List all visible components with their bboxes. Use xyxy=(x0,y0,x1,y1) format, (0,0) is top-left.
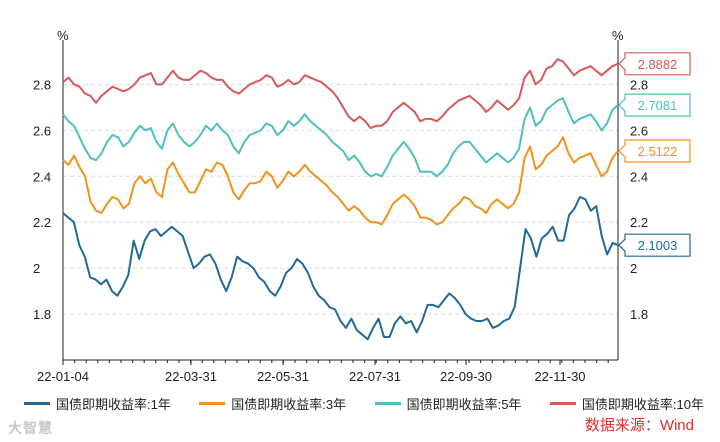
legend-item-1y[interactable]: 国债即期收益率:1年 xyxy=(24,394,171,413)
legend-label-3y: 国债即期收益率:3年 xyxy=(231,396,347,412)
legend-item-10y[interactable]: 国债即期收益率:10年 xyxy=(549,394,704,413)
series-end-value: 2.5122 xyxy=(638,144,678,159)
y-tick-right: 2.6 xyxy=(630,123,648,138)
series-end-tag xyxy=(618,52,691,76)
x-tick-label: 22-07-31 xyxy=(349,369,401,384)
x-tick-label: 22-09-30 xyxy=(440,369,492,384)
series-end-tag xyxy=(618,93,691,117)
legend-label-5y: 国债即期收益率:5年 xyxy=(406,396,522,412)
x-tick-label: 22-03-31 xyxy=(165,369,217,384)
chart-legend: 国债即期收益率:1年 国债即期收益率:3年 国债即期收益率:5年 国债即期收益率… xyxy=(24,393,704,413)
legend-swatch-5y xyxy=(374,401,401,405)
y-unit-right: % xyxy=(612,28,624,43)
legend-label-10y: 国债即期收益率:10年 xyxy=(581,396,704,412)
watermark: 大智慧 xyxy=(8,420,53,436)
y-tick-left: 2.2 xyxy=(33,215,51,230)
y-tick-right: 1.8 xyxy=(630,307,648,322)
series-line xyxy=(62,97,619,178)
legend-item-5y[interactable]: 国债即期收益率:5年 xyxy=(374,394,522,413)
series-end-tag xyxy=(618,233,691,257)
y-tick-right: 2.8 xyxy=(630,77,648,92)
legend-swatch-3y xyxy=(199,401,226,405)
series-end-tag xyxy=(618,139,691,163)
x-tick-label: 22-11-30 xyxy=(534,369,585,384)
y-tick-right: 2.2 xyxy=(630,215,648,230)
series-end-value: 2.7081 xyxy=(638,98,678,113)
series-end-value: 2.1003 xyxy=(638,238,678,253)
legend-item-3y[interactable]: 国债即期收益率:3年 xyxy=(199,394,346,413)
y-tick-right: 2 xyxy=(630,261,637,276)
y-tick-right: 2.4 xyxy=(630,169,648,184)
legend-swatch-10y xyxy=(549,401,576,405)
y-tick-left: 2.6 xyxy=(33,123,51,138)
x-tick-label: 22-01-04 xyxy=(37,369,89,384)
series-line xyxy=(62,196,619,341)
legend-swatch-1y xyxy=(24,401,50,405)
x-tick-label: 22-05-31 xyxy=(257,369,309,384)
legend-label-1y: 国债即期收益率:1年 xyxy=(56,396,171,412)
line-chart: 1.8 1.8 2 2 2.2 2.2 2.4 2.4 2.6 2.6 2.8 2.8% % 22-01-… xyxy=(33,28,691,384)
y-tick-left: 2.8 xyxy=(33,77,51,92)
series-line xyxy=(62,58,619,130)
y-tick-left: 2 xyxy=(33,261,40,276)
y-tick-left: 1.8 xyxy=(33,307,51,322)
data-source-note: 数据来源：Wind xyxy=(584,417,694,434)
series-end-value: 2.8882 xyxy=(638,57,678,72)
y-unit-left: % xyxy=(57,28,69,43)
series-line xyxy=(62,136,619,226)
y-tick-left: 2.4 xyxy=(33,169,51,184)
